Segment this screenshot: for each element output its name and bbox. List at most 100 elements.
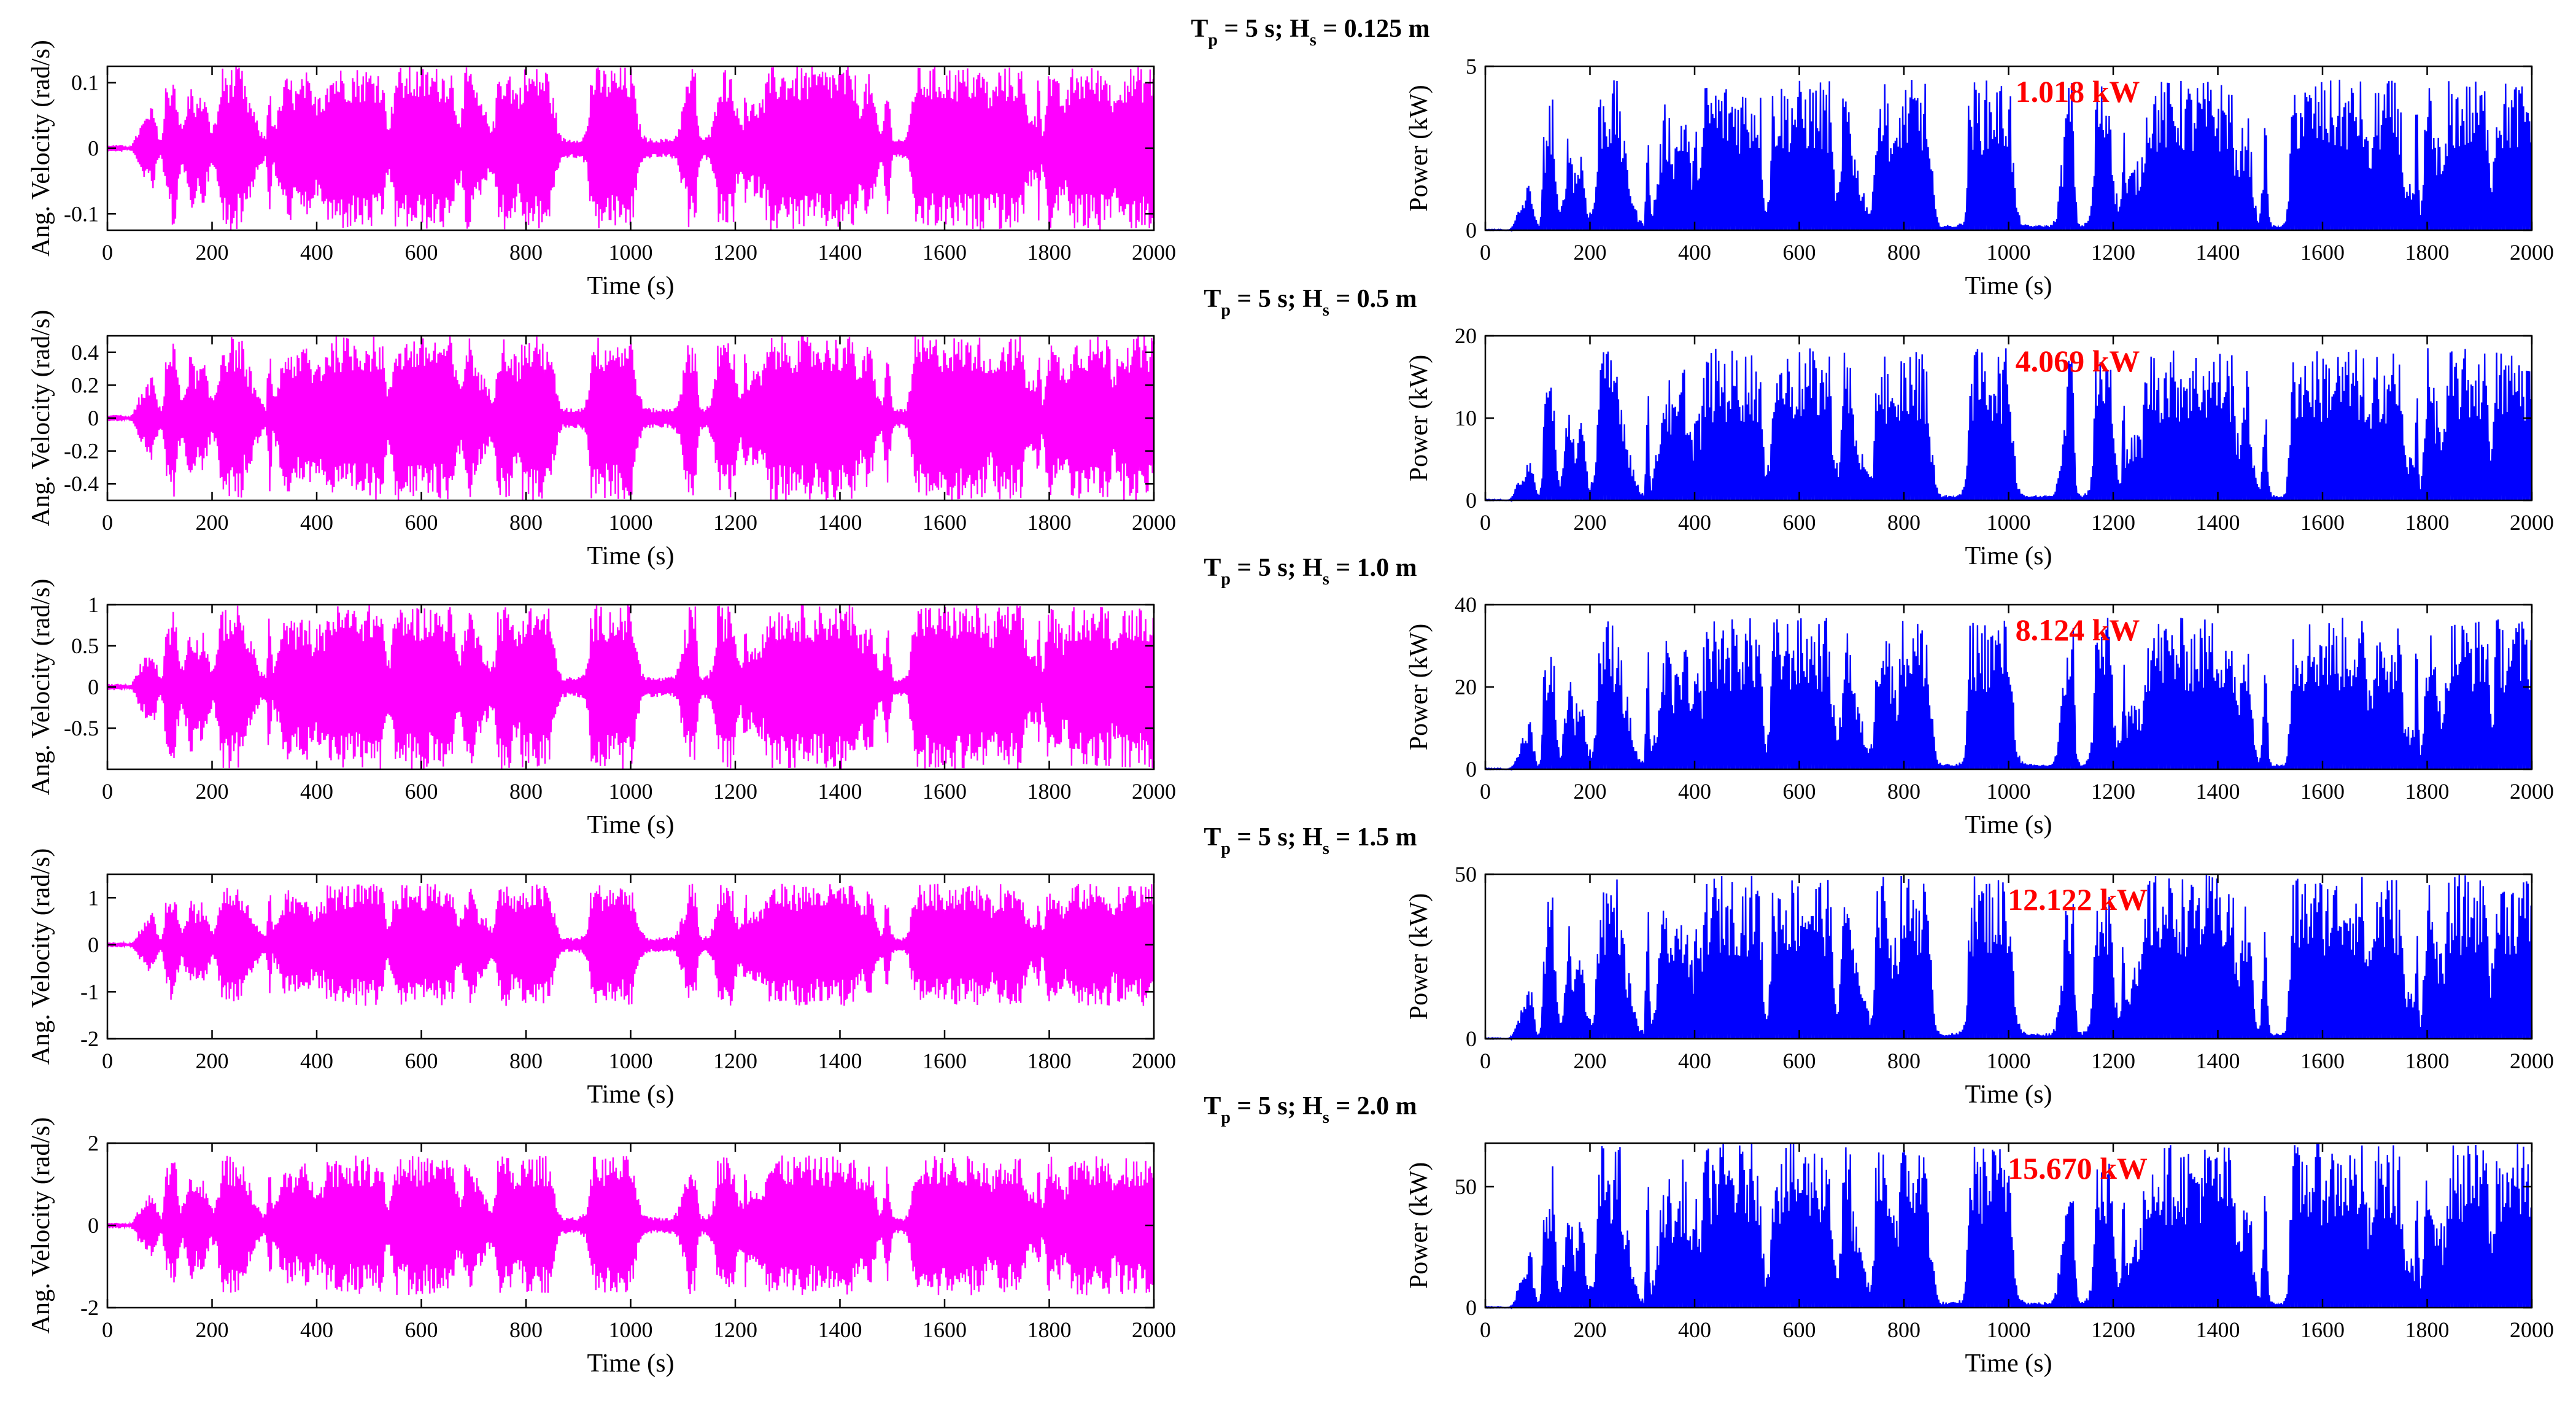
power-xlabel: Time (s) bbox=[1965, 1081, 2052, 1109]
power-xtick-label: 2000 bbox=[2510, 510, 2554, 535]
power-xtick-label: 1000 bbox=[1987, 1318, 2031, 1342]
velocity-xtick-label: 1400 bbox=[818, 510, 862, 535]
mean-power-label: 1.018 kW bbox=[2016, 74, 2140, 109]
velocity-series-line bbox=[106, 1155, 1155, 1295]
velocity-xtick-label: 2000 bbox=[1132, 1049, 1176, 1073]
velocity-xtick-label: 0 bbox=[102, 510, 113, 535]
velocity-ytick-label: 1 bbox=[88, 885, 99, 910]
power-xtick-label: 1200 bbox=[2091, 510, 2135, 535]
velocity-xlabel: Time (s) bbox=[587, 1081, 675, 1109]
power-ylabel: Power (kW) bbox=[1405, 85, 1433, 211]
velocity-series-line bbox=[106, 883, 1155, 1006]
row-title: Tp = 5 s; Hs = 0.125 m bbox=[1191, 15, 1429, 50]
power-xlabel: Time (s) bbox=[1965, 272, 2052, 300]
velocity-xtick-label: 200 bbox=[196, 779, 229, 804]
mean-power-label: 12.122 kW bbox=[2008, 882, 2148, 917]
power-xtick-label: 1800 bbox=[2405, 510, 2450, 535]
power-xtick-label: 1200 bbox=[2091, 779, 2135, 804]
power-ytick-label: 0 bbox=[1466, 757, 1477, 782]
velocity-subplot: 0.10-0.10 200 400 600 800 1000 1200 1400 1600 180… bbox=[27, 40, 1176, 300]
velocity-ytick-label: -0.5 bbox=[64, 716, 99, 740]
velocity-xtick-label: 1400 bbox=[818, 240, 862, 265]
title-part-Hsub: s bbox=[1323, 1108, 1329, 1127]
title-part-end: = 1.5 m bbox=[1329, 823, 1417, 852]
title-part-end: = 1.0 m bbox=[1329, 554, 1417, 582]
velocity-xtick-label: 0 bbox=[102, 779, 113, 804]
power-xtick-label: 400 bbox=[1678, 1049, 1711, 1073]
power-ytick-label: 50 bbox=[1455, 862, 1477, 887]
row-title: Tp = 5 s; Hs = 1.5 m bbox=[1204, 823, 1417, 858]
row-title: Tp = 5 s; Hs = 1.0 m bbox=[1204, 554, 1417, 589]
title-part-mid: = 5 s; H bbox=[1218, 15, 1310, 43]
power-xtick-label: 1800 bbox=[2405, 240, 2450, 265]
power-xtick-label: 1400 bbox=[2196, 510, 2240, 535]
velocity-xtick-label: 2000 bbox=[1132, 1318, 1176, 1342]
power-ytick-label: 0 bbox=[1466, 218, 1477, 243]
velocity-xtick-label: 1600 bbox=[922, 1049, 967, 1073]
power-xtick-label: 1400 bbox=[2196, 240, 2240, 265]
velocity-ytick-label: 2 bbox=[88, 1131, 99, 1155]
title-part-Tsub: p bbox=[1221, 570, 1231, 589]
velocity-ytick-label: 0 bbox=[88, 675, 99, 699]
velocity-ylabel: Ang. Velocity (rad/s) bbox=[27, 310, 55, 527]
title-part-mid: = 5 s; H bbox=[1231, 554, 1323, 582]
velocity-xtick-label: 0 bbox=[102, 1318, 113, 1342]
power-series-line bbox=[1485, 79, 2533, 233]
title-part-Hsub: s bbox=[1323, 570, 1329, 589]
power-xtick-label: 0 bbox=[1480, 240, 1491, 265]
velocity-xtick-label: 200 bbox=[196, 1049, 229, 1073]
velocity-xtick-label: 800 bbox=[509, 779, 543, 804]
power-xtick-label: 600 bbox=[1783, 510, 1816, 535]
power-xtick-label: 200 bbox=[1574, 779, 1607, 804]
velocity-ytick-label: -0.1 bbox=[64, 201, 99, 226]
velocity-xtick-label: 200 bbox=[196, 510, 229, 535]
velocity-xtick-label: 1600 bbox=[922, 779, 967, 804]
power-ylabel: Power (kW) bbox=[1405, 355, 1433, 481]
velocity-xtick-label: 1800 bbox=[1027, 1049, 1072, 1073]
velocity-xtick-label: 800 bbox=[509, 1318, 543, 1342]
power-xtick-label: 1800 bbox=[2405, 779, 2450, 804]
velocity-xtick-label: 1400 bbox=[818, 1318, 862, 1342]
velocity-xtick-label: 0 bbox=[102, 240, 113, 265]
velocity-subplot: 0.40.20-0.2-0.40 200 400 600 800 1000 1200 1400… bbox=[27, 310, 1176, 570]
power-xtick-label: 1600 bbox=[2300, 510, 2345, 535]
velocity-xtick-label: 1200 bbox=[713, 779, 757, 804]
velocity-xtick-label: 400 bbox=[300, 510, 333, 535]
velocity-xtick-label: 600 bbox=[405, 240, 438, 265]
subplot-row-2: Tp = 5 s; Hs = 0.5 m0.40.20-0.2-0.40 200 4… bbox=[27, 285, 2554, 570]
power-xtick-label: 1600 bbox=[2300, 779, 2345, 804]
velocity-ytick-label: 0 bbox=[88, 933, 99, 957]
power-xtick-label: 2000 bbox=[2510, 1318, 2554, 1342]
title-part-mid: = 5 s; H bbox=[1231, 1092, 1323, 1120]
subplot-row-4: Tp = 5 s; Hs = 1.5 m10-1-20 200 400 600 800 1… bbox=[27, 823, 2554, 1109]
power-ytick-label: 50 bbox=[1455, 1174, 1477, 1199]
power-xtick-label: 1600 bbox=[2300, 1049, 2345, 1073]
velocity-ylabel: Ang. Velocity (rad/s) bbox=[27, 40, 55, 257]
velocity-series-line bbox=[106, 66, 1155, 230]
power-xtick-label: 0 bbox=[1480, 510, 1491, 535]
velocity-ylabel: Ang. Velocity (rad/s) bbox=[27, 579, 55, 796]
velocity-ytick-label: -2 bbox=[80, 1026, 99, 1051]
velocity-ylabel: Ang. Velocity (rad/s) bbox=[27, 1117, 55, 1334]
velocity-xlabel: Time (s) bbox=[587, 1349, 675, 1378]
power-subplot: 5 00 200 400 600 800 1000 1200 1400 1600 1800 2000 T… bbox=[1405, 54, 2554, 300]
power-series-line bbox=[1485, 618, 2533, 771]
power-ytick-label: 20 bbox=[1455, 324, 1477, 348]
velocity-xtick-label: 1800 bbox=[1027, 1318, 1072, 1342]
power-xlabel: Time (s) bbox=[1965, 811, 2052, 839]
power-series-line bbox=[1485, 348, 2533, 503]
velocity-ytick-label: -0.4 bbox=[64, 472, 99, 496]
power-xtick-label: 600 bbox=[1783, 1049, 1816, 1073]
velocity-xtick-label: 200 bbox=[196, 1318, 229, 1342]
power-xtick-label: 400 bbox=[1678, 240, 1711, 265]
power-xtick-label: 800 bbox=[1887, 779, 1920, 804]
velocity-xtick-label: 2000 bbox=[1132, 779, 1176, 804]
velocity-xtick-label: 600 bbox=[405, 1049, 438, 1073]
velocity-xtick-label: 1600 bbox=[922, 240, 967, 265]
mean-power-label: 15.670 kW bbox=[2008, 1151, 2148, 1186]
velocity-xtick-label: 1000 bbox=[609, 1318, 653, 1342]
power-ylabel: Power (kW) bbox=[1405, 624, 1433, 750]
power-ytick-label: 0 bbox=[1466, 1295, 1477, 1320]
